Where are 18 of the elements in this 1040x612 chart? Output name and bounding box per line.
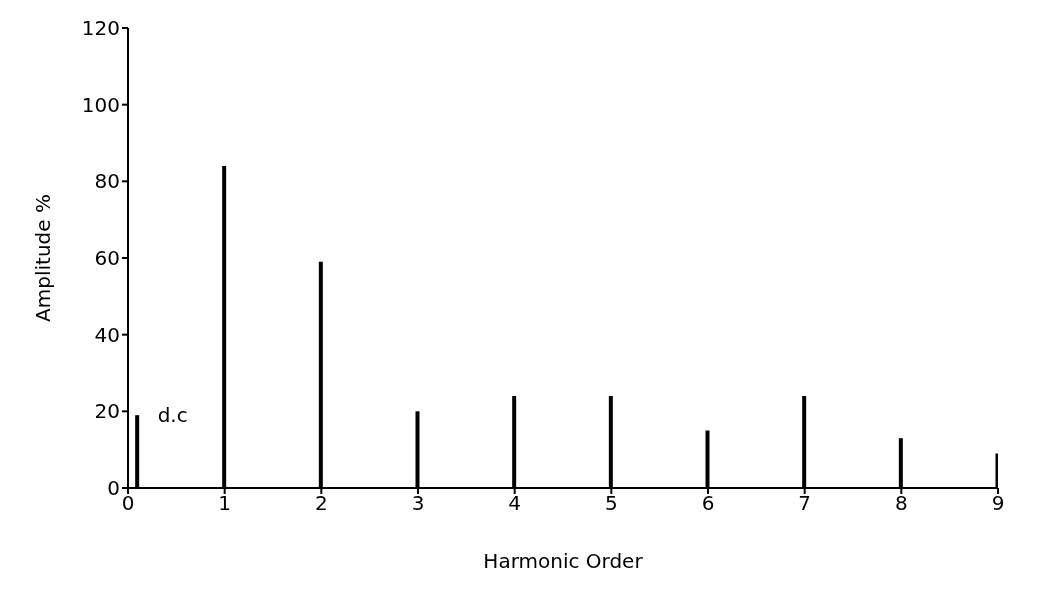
x-tick-label: 6 <box>701 491 715 516</box>
x-tick-label: 8 <box>894 491 908 516</box>
annotation: d.c <box>157 403 188 428</box>
x-tick-label: 5 <box>604 491 618 516</box>
x-tick-label: 2 <box>314 491 328 516</box>
x-axis-title: Harmonic Order <box>483 549 644 573</box>
x-tick-label: 4 <box>508 491 522 516</box>
y-tick-label: 120 <box>81 16 120 41</box>
x-tick-label: 1 <box>218 491 232 516</box>
x-tick-label: 9 <box>991 491 1005 516</box>
x-tick-label: 7 <box>798 491 812 516</box>
y-tick-label: 60 <box>94 246 120 271</box>
y-tick-label: 40 <box>94 322 120 347</box>
y-axis-title: Amplitude % <box>31 194 56 322</box>
y-tick-label: 100 <box>81 92 120 117</box>
x-tick-label: 3 <box>411 491 425 516</box>
y-tick-label: 80 <box>94 169 120 194</box>
y-tick-label: 20 <box>94 399 120 424</box>
